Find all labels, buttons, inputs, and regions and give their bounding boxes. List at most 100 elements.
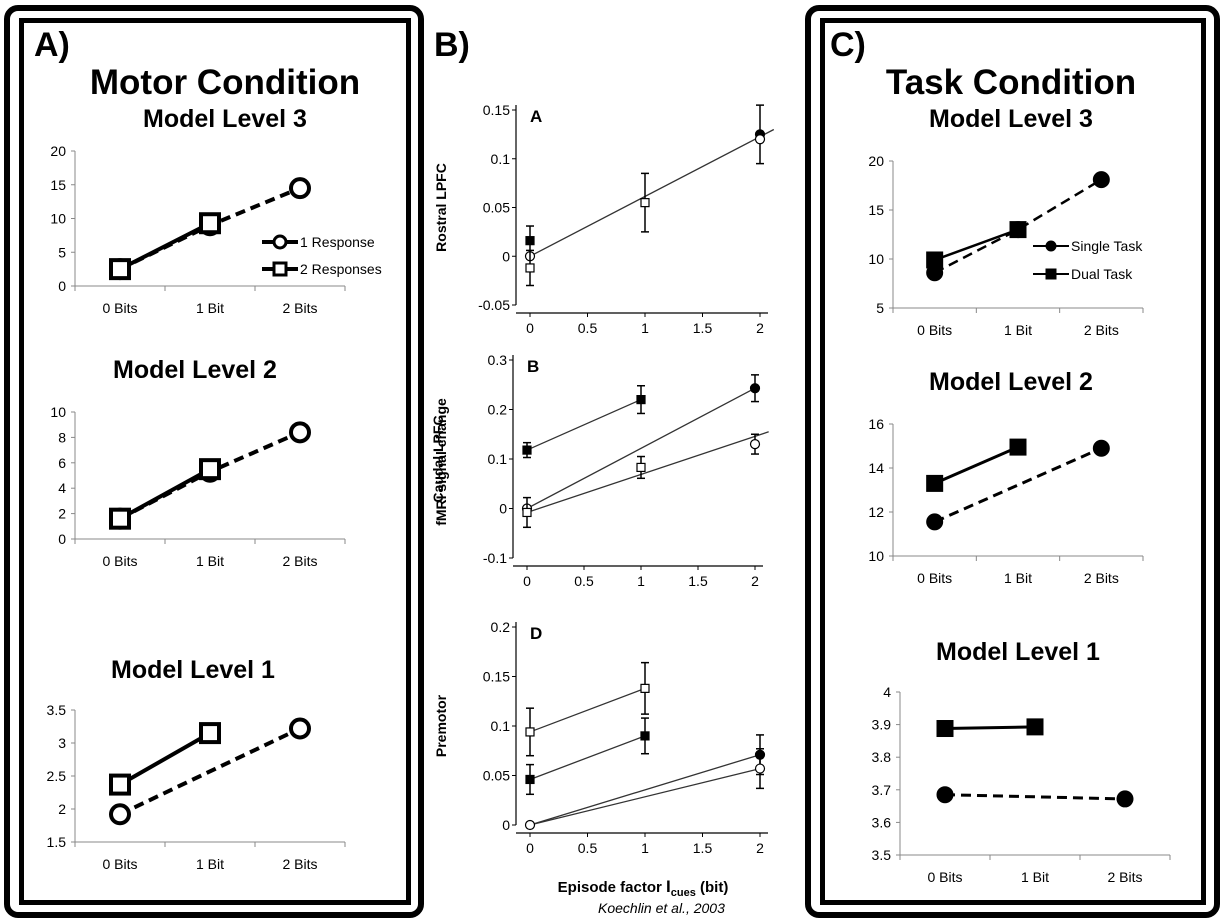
a1-series-0-line	[119, 726, 301, 817]
c2-title: Model Level 2	[929, 368, 1093, 396]
bB-fit-line-2	[526, 431, 769, 514]
a2-ytick-label: 8	[58, 429, 66, 445]
a2-xtick-label: 0 Bits	[102, 553, 137, 569]
panel-c-title: Task Condition	[885, 63, 1137, 102]
c3-xtick-label: 1 Bit	[1004, 322, 1032, 338]
bB-fit-line-1	[526, 387, 756, 510]
c3-legend-marker-0	[1045, 240, 1057, 252]
bB-point-4	[636, 462, 646, 473]
b-xlabel-var: I	[666, 877, 671, 896]
bD-fit-line-0	[529, 687, 646, 733]
a3-series-0-point	[289, 177, 311, 200]
c1-xtick-label: 1 Bit	[1021, 869, 1049, 885]
panel-a-title: Motor Condition	[89, 63, 361, 102]
a3-series-1-line	[119, 221, 211, 271]
a3-series-1-point	[199, 212, 221, 235]
bA-point-5	[754, 134, 766, 145]
a2-title: Model Level 2	[113, 356, 277, 384]
c1-xtick-label: 2 Bits	[1107, 869, 1142, 885]
bA-panel-label: A	[530, 107, 542, 126]
bB-panel-label: B	[527, 357, 539, 376]
a2-ytick-label: 6	[58, 455, 66, 471]
b-xlabel-unit: (bit)	[696, 879, 728, 896]
panel-c-inner-frame	[820, 18, 1206, 905]
a1-ytick-label: 2	[58, 801, 66, 817]
a2-ytick-label: 0	[58, 531, 66, 547]
a3-ytick-label: 15	[50, 177, 66, 193]
bD-xtick-label: 1.5	[693, 840, 713, 856]
c3-ytick-label: 15	[868, 202, 884, 218]
b-shared-ylabel: fMRI signal change	[433, 398, 449, 526]
a1-series-1-point	[199, 722, 221, 745]
c1-ytick-label: 3.9	[872, 717, 892, 733]
c3-legend-marker-1	[1045, 268, 1057, 280]
c3-series-1-line	[934, 228, 1019, 262]
a3-title: Model Level 3	[143, 105, 307, 133]
a2-series-1-line	[119, 467, 211, 521]
c2-series-1-line	[934, 445, 1019, 485]
panel-c-letter: C)	[830, 26, 866, 64]
c1-series-1-point	[936, 720, 954, 738]
bB-ytick-label: 0	[499, 501, 507, 517]
a1-xtick-label: 2 Bits	[282, 856, 317, 872]
bB-point-3	[636, 395, 646, 405]
a2-ytick-label: 10	[50, 404, 66, 420]
c3-series-1-point	[1009, 221, 1027, 239]
panel-c-frame	[805, 5, 1220, 918]
c2-xtick-label: 2 Bits	[1084, 570, 1119, 586]
a1-series-1-line	[119, 731, 211, 787]
a1-series-1-point	[109, 773, 131, 796]
c3-xtick-label: 2 Bits	[1084, 322, 1119, 338]
c1-series-1-point	[1026, 718, 1044, 736]
bB-ytick-label: 0.3	[488, 352, 508, 368]
bA-ylabel: Rostral LPFC	[433, 163, 449, 252]
bD-fit-line-3	[529, 767, 761, 826]
c3-ytick-label: 5	[876, 300, 884, 316]
bB-xtick-label: 1	[637, 573, 645, 589]
bD-point-1	[525, 774, 535, 785]
c1-ytick-label: 3.5	[872, 847, 892, 863]
bD-point-4	[640, 731, 650, 741]
bA-point-2	[525, 263, 535, 273]
c1-series-1-line	[944, 725, 1036, 731]
bD-xtick-label: 1	[641, 840, 649, 856]
bB-xtick-label: 2	[751, 573, 759, 589]
c2-series-0-line	[934, 446, 1102, 524]
bA-xtick-label: 1	[641, 320, 649, 336]
bD-panel-label: D	[530, 624, 542, 643]
c3-series-0-point	[1092, 171, 1110, 189]
bA-ytick-label: 0.05	[483, 200, 510, 216]
a3-ytick-label: 20	[50, 143, 66, 159]
a1-ytick-label: 3	[58, 735, 66, 751]
a1-ytick-label: 2.5	[47, 768, 67, 784]
bA-xtick-label: 2	[756, 320, 764, 336]
bB-ytick-label: -0.1	[483, 550, 507, 566]
a3-xtick-label: 1 Bit	[196, 300, 224, 316]
c1-ytick-label: 4	[883, 684, 891, 700]
a2-ytick-label: 2	[58, 506, 66, 522]
c1-series-0-point	[936, 786, 954, 804]
bB-fit-line-0	[526, 399, 642, 451]
bB-xtick-label: 1.5	[688, 573, 708, 589]
c1-title: Model Level 1	[936, 638, 1100, 666]
bD-xtick-label: 2	[756, 840, 764, 856]
bB-ylabel: Caudal LPFC	[430, 415, 446, 502]
bA-point-0	[525, 236, 535, 246]
a3-legend-label-1: 2 Responses	[300, 261, 382, 277]
b-xlabel: Episode factor Icues (bit)	[558, 877, 729, 899]
panel-a-letter: A)	[34, 26, 70, 64]
bB-point-6	[749, 439, 761, 450]
bD-ytick-label: 0.1	[491, 718, 511, 734]
c1-xtick-label: 0 Bits	[927, 869, 962, 885]
a3-xtick-label: 0 Bits	[102, 300, 137, 316]
bA-point-3	[640, 198, 650, 208]
c3-legend-label-0: Single Task	[1071, 238, 1143, 254]
bD-ytick-label: 0.2	[491, 619, 511, 635]
bD-point-3	[640, 683, 650, 693]
bD-point-0	[525, 727, 535, 737]
c3-ytick-label: 10	[868, 251, 884, 267]
a2-xtick-label: 2 Bits	[282, 553, 317, 569]
a1-xtick-label: 1 Bit	[196, 856, 224, 872]
a3-xtick-label: 2 Bits	[282, 300, 317, 316]
